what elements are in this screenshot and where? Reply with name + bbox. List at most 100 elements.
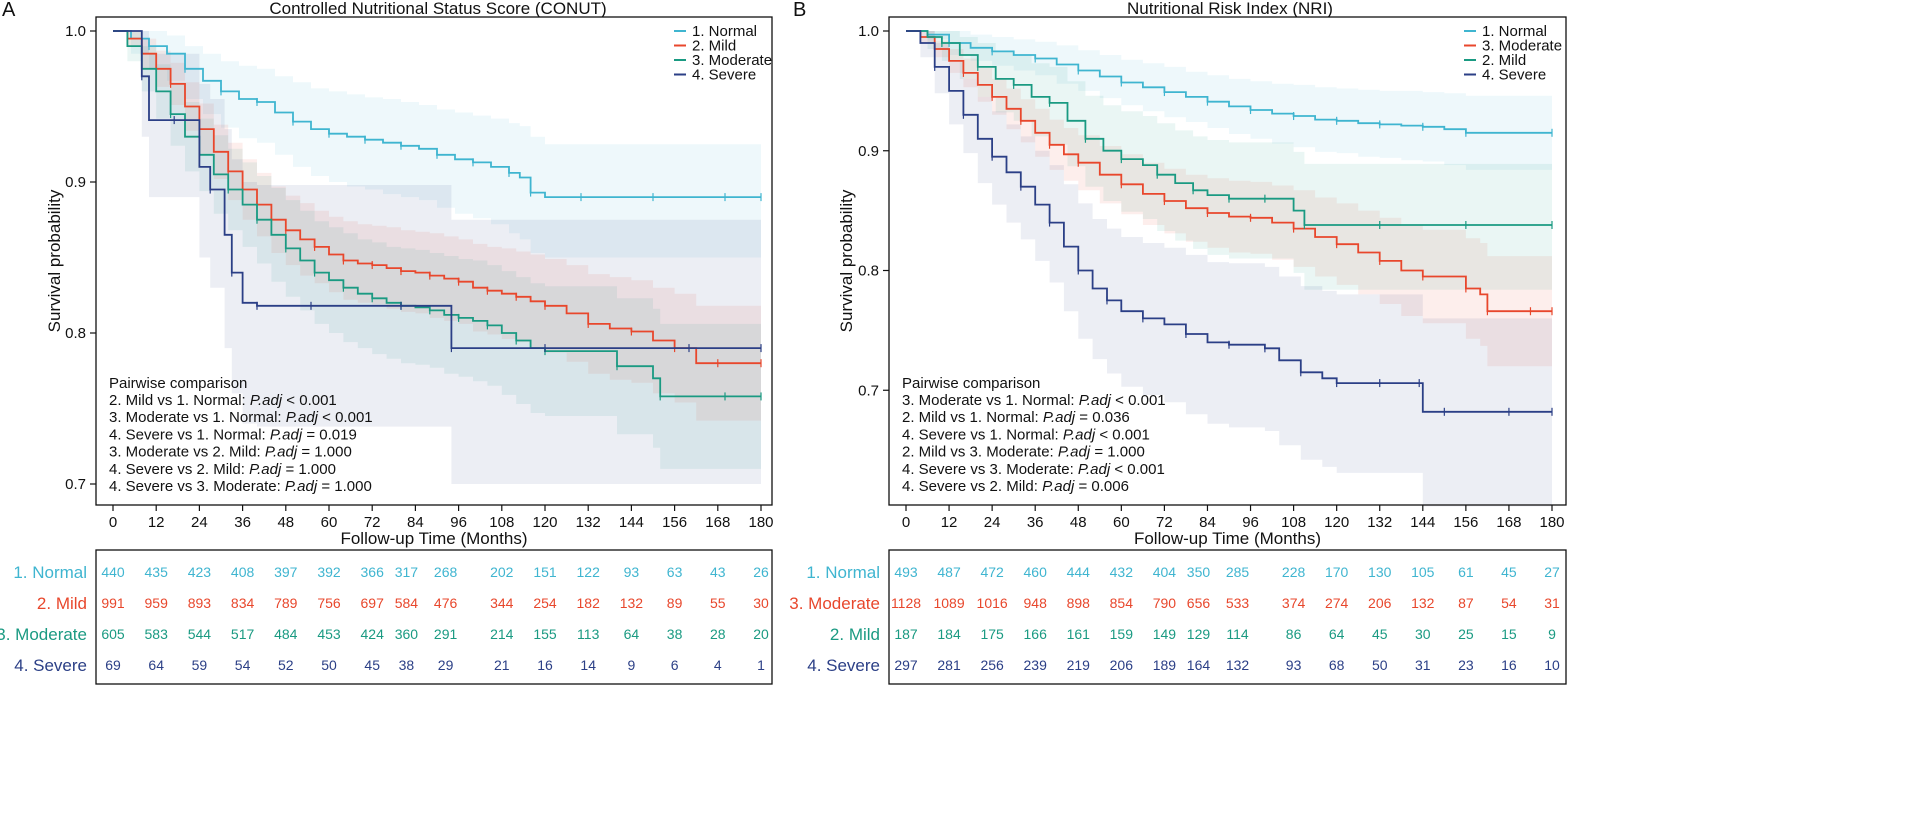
risk-row-label: 4. Severe [807, 656, 880, 675]
risk-count: 350 [1187, 564, 1211, 580]
risk-count: 440 [101, 564, 125, 580]
risk-count: 583 [145, 626, 169, 642]
x-axis-label: Follow-up Time (Months) [340, 529, 527, 548]
risk-count: 397 [274, 564, 298, 580]
risk-count: 21 [494, 657, 510, 673]
risk-count: 29 [438, 657, 454, 673]
annotation-value: < 0.001 [1111, 392, 1166, 409]
risk-row-label: 2. Mild [830, 625, 880, 644]
risk-count: 344 [490, 595, 514, 611]
x-tick-label: 156 [662, 514, 687, 531]
risk-count: 898 [1067, 595, 1091, 611]
annotation-text: 3. Moderate vs 1. Normal: [109, 409, 286, 426]
annotation-italic: P.adj [1078, 461, 1111, 478]
ci-band-3 [113, 31, 761, 469]
annotation-value: < 0.001 [318, 409, 373, 426]
annotation-text: 4. Severe vs 1. Normal: [109, 426, 270, 443]
risk-count: 16 [537, 657, 553, 673]
ci-band-4 [113, 31, 761, 484]
legend-label-2: 2. Mild [692, 38, 736, 55]
annotation-italic: P.adj [1063, 426, 1096, 443]
y-tick-label: 1.0 [858, 23, 879, 40]
panel-letter: B [793, 0, 806, 21]
annotation-value: < 0.001 [282, 392, 337, 409]
risk-count: 533 [1226, 595, 1250, 611]
annotation-italic: P.adj [270, 426, 303, 443]
x-tick-label: 48 [277, 514, 294, 531]
risk-count: 43 [710, 564, 726, 580]
legend-label-3: 3. Moderate [692, 52, 772, 69]
risk-count: 132 [1226, 657, 1250, 673]
annotation-line: 4. Severe vs 3. Moderate: P.adj = 1.000 [109, 478, 372, 495]
risk-count: 20 [753, 626, 769, 642]
risk-count: 219 [1067, 657, 1091, 673]
risk-count: 281 [937, 657, 961, 673]
annotation-value: < 0.001 [1095, 426, 1150, 443]
panel-a: A Controlled Nutritional Status Score (CO… [0, 0, 774, 685]
risk-count: 64 [1329, 626, 1345, 642]
x-tick-label: 120 [532, 514, 557, 531]
risk-count: 86 [1286, 626, 1302, 642]
risk-count: 202 [490, 564, 514, 580]
risk-table-frame [95, 549, 773, 685]
risk-count: 206 [1368, 595, 1392, 611]
risk-count: 132 [620, 595, 644, 611]
x-tick-label: 12 [941, 514, 958, 531]
risk-count: 45 [1501, 564, 1517, 580]
annotation-line: 3. Moderate vs 1. Normal: P.adj < 0.001 [902, 392, 1166, 409]
annotation-text: 4. Severe vs 2. Mild: [902, 478, 1042, 495]
risk-count: 54 [235, 657, 251, 673]
risk-count: 14 [580, 657, 596, 673]
risk-count: 184 [937, 626, 961, 642]
x-tick-label: 60 [321, 514, 338, 531]
annotation-value: = 1.000 [1090, 444, 1145, 461]
panel-b: B Nutritional Risk Index (NRI) 0.7 0.8 0.9 1.… [789, 0, 1567, 685]
legend-label-3: 2. Mild [1482, 52, 1526, 69]
annotation-line: 3. Moderate vs 1. Normal: P.adj < 0.001 [109, 409, 373, 426]
risk-count: 30 [1415, 626, 1431, 642]
risk-count: 239 [1024, 657, 1048, 673]
annotation-italic: P.adj [1043, 409, 1076, 426]
risk-count: 26 [753, 564, 769, 580]
annotation-value: = 1.000 [317, 478, 372, 495]
y-tick-label: 1.0 [65, 23, 86, 40]
risk-count: 130 [1368, 564, 1392, 580]
risk-count: 189 [1153, 657, 1177, 673]
risk-count: 697 [361, 595, 385, 611]
risk-count: 959 [145, 595, 169, 611]
annotation-text: 3. Moderate vs 2. Mild: [109, 444, 265, 461]
risk-count: 93 [1286, 657, 1302, 673]
risk-table: 1. Normal 440 435 423 408 397 392 366 317 268 202 1… [0, 549, 773, 685]
annotation-text: 3. Moderate vs 1. Normal: [902, 392, 1079, 409]
x-tick-label: 12 [148, 514, 165, 531]
x-tick-label: 132 [576, 514, 601, 531]
risk-count: 69 [105, 657, 121, 673]
x-tick-label: 144 [1410, 514, 1435, 531]
x-tick-label: 144 [619, 514, 644, 531]
risk-count: 31 [1544, 595, 1560, 611]
risk-count: 493 [894, 564, 918, 580]
x-tick-label: 180 [1539, 514, 1564, 531]
risk-count: 366 [361, 564, 385, 580]
x-tick-label: 180 [748, 514, 773, 531]
risk-count: 55 [710, 595, 726, 611]
risk-count: 360 [395, 626, 419, 642]
x-tick-label: 0 [109, 514, 117, 531]
risk-count: 1 [757, 657, 765, 673]
risk-count: 9 [1548, 626, 1556, 642]
risk-count: 453 [317, 626, 341, 642]
risk-count: 374 [1282, 595, 1306, 611]
risk-count: 93 [624, 564, 640, 580]
risk-count: 64 [148, 657, 164, 673]
risk-count: 472 [980, 564, 1004, 580]
y-tick-label: 0.8 [858, 263, 879, 280]
risk-count: 161 [1067, 626, 1091, 642]
risk-count: 105 [1411, 564, 1435, 580]
x-tick-label: 132 [1367, 514, 1392, 531]
survival-curve-2 [113, 30, 761, 365]
risk-row-label: 2. Mild [37, 594, 87, 613]
risk-count: 544 [188, 626, 212, 642]
risk-table: 1. Normal 493 487 472 460 444 432 404 350 285 228 1… [789, 549, 1567, 685]
risk-table-frame [888, 549, 1567, 685]
